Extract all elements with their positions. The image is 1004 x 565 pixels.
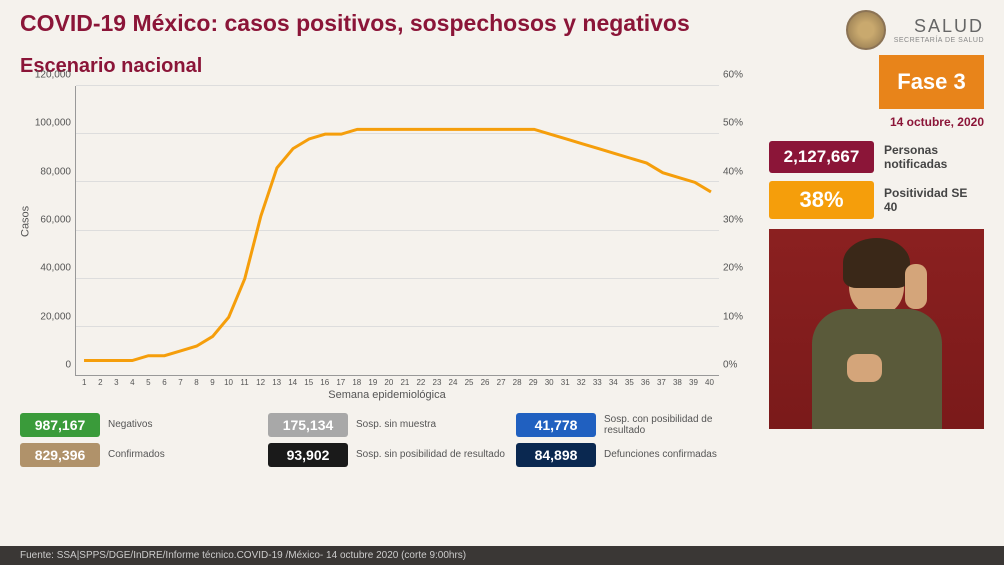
stat-value: 2,127,667 [769, 141, 874, 173]
y-axis-right: 0%10%20%30%40%50%60% [719, 86, 754, 376]
x-tick: 5 [141, 378, 156, 387]
x-tick: 22 [414, 378, 429, 387]
positivity-line [76, 86, 719, 375]
x-tick: 31 [558, 378, 573, 387]
x-tick: 23 [430, 378, 445, 387]
x-tick: 18 [350, 378, 365, 387]
stat-value: 38% [769, 181, 874, 219]
x-tick: 29 [526, 378, 541, 387]
x-tick: 39 [686, 378, 701, 387]
legend-value: 84,898 [516, 443, 596, 467]
legend-label: Sosp. sin muestra [356, 419, 436, 431]
legend-value: 829,396 [20, 443, 100, 467]
y-left-tick: 60,000 [40, 215, 71, 226]
sign-language-interpreter [769, 229, 984, 429]
stat-label: Personas notificadas [884, 143, 984, 172]
y-axis-label: Casos [20, 206, 32, 237]
legend-label: Sosp. sin posibilidad de resultado [356, 449, 505, 461]
x-tick: 10 [221, 378, 236, 387]
x-tick: 33 [590, 378, 605, 387]
legend-item: 84,898 Defunciones confirmadas [516, 443, 754, 467]
x-tick: 13 [269, 378, 284, 387]
y-left-tick: 0 [65, 360, 71, 371]
x-tick: 40 [702, 378, 717, 387]
legend-label: Sosp. con posibilidad de resultado [604, 414, 754, 437]
chart-area [75, 86, 719, 376]
phase-badge: Fase 3 [879, 55, 984, 109]
logo-area: SALUD SECRETARÍA DE SALUD [846, 10, 984, 50]
legend-item: 41,778 Sosp. con posibilidad de resultado [516, 413, 754, 437]
page-title: COVID-19 México: casos positivos, sospec… [20, 10, 690, 37]
y-right-tick: 0% [723, 360, 737, 371]
legend: 987,167 Negativos 175,134 Sosp. sin muestra… [20, 413, 754, 467]
x-tick: 28 [510, 378, 525, 387]
x-tick: 7 [173, 378, 188, 387]
stat-row: 2,127,667 Personas notificadas [769, 141, 984, 173]
stat-row: 38% Positividad SE 40 [769, 181, 984, 219]
x-tick: 24 [446, 378, 461, 387]
legend-value: 175,134 [268, 413, 348, 437]
x-tick: 4 [125, 378, 140, 387]
legend-item: 93,902 Sosp. sin posibilidad de resultado [268, 443, 506, 467]
x-axis: 1234567891011121314151617181920212223242… [75, 376, 719, 387]
y-axis-left: Casos 020,00040,00060,00080,000100,00012… [20, 86, 75, 376]
x-tick: 32 [574, 378, 589, 387]
report-date: 14 octubre, 2020 [769, 115, 984, 129]
stat-label: Positividad SE 40 [884, 186, 984, 215]
legend-item: 987,167 Negativos [20, 413, 258, 437]
chart: Casos 020,00040,00060,00080,000100,00012… [20, 86, 754, 376]
legend-value: 41,778 [516, 413, 596, 437]
header: COVID-19 México: casos positivos, sospec… [0, 0, 1004, 55]
x-tick: 1 [77, 378, 92, 387]
x-tick: 37 [654, 378, 669, 387]
x-tick: 20 [382, 378, 397, 387]
x-tick: 6 [157, 378, 172, 387]
y-left-tick: 40,000 [40, 263, 71, 274]
chart-subtitle: Escenario nacional [20, 55, 754, 78]
footer-source: Fuente: SSA|SPPS/DGE/InDRE/Informe técni… [0, 546, 1004, 565]
x-tick: 11 [237, 378, 252, 387]
logo-text: SALUD [894, 16, 984, 37]
x-tick: 8 [189, 378, 204, 387]
x-tick: 15 [301, 378, 316, 387]
y-left-tick: 20,000 [40, 311, 71, 322]
x-tick: 2 [93, 378, 108, 387]
y-right-tick: 40% [723, 166, 743, 177]
y-right-tick: 50% [723, 118, 743, 129]
y-right-tick: 60% [723, 70, 743, 81]
x-tick: 21 [398, 378, 413, 387]
legend-item: 829,396 Confirmados [20, 443, 258, 467]
gov-seal-icon [846, 10, 886, 50]
legend-item: 175,134 Sosp. sin muestra [268, 413, 506, 437]
y-left-tick: 120,000 [35, 70, 71, 81]
sidebar: Fase 3 14 octubre, 2020 2,127,667 Persona… [769, 55, 984, 467]
y-right-tick: 30% [723, 215, 743, 226]
y-right-tick: 20% [723, 263, 743, 274]
y-left-tick: 100,000 [35, 118, 71, 129]
x-tick: 34 [606, 378, 621, 387]
x-tick: 25 [462, 378, 477, 387]
x-axis-label: Semana epidemiológica [20, 389, 754, 401]
legend-label: Confirmados [108, 449, 165, 461]
x-tick: 36 [638, 378, 653, 387]
x-tick: 14 [285, 378, 300, 387]
x-tick: 26 [478, 378, 493, 387]
x-tick: 17 [334, 378, 349, 387]
x-tick: 9 [205, 378, 220, 387]
logo-subtitle: SECRETARÍA DE SALUD [894, 37, 984, 44]
legend-label: Defunciones confirmadas [604, 449, 717, 461]
legend-value: 987,167 [20, 413, 100, 437]
x-tick: 12 [253, 378, 268, 387]
x-tick: 38 [670, 378, 685, 387]
x-tick: 30 [542, 378, 557, 387]
y-left-tick: 80,000 [40, 166, 71, 177]
x-tick: 16 [317, 378, 332, 387]
legend-value: 93,902 [268, 443, 348, 467]
legend-label: Negativos [108, 419, 152, 431]
x-tick: 19 [366, 378, 381, 387]
x-tick: 3 [109, 378, 124, 387]
x-tick: 27 [494, 378, 509, 387]
x-tick: 35 [622, 378, 637, 387]
y-right-tick: 10% [723, 311, 743, 322]
